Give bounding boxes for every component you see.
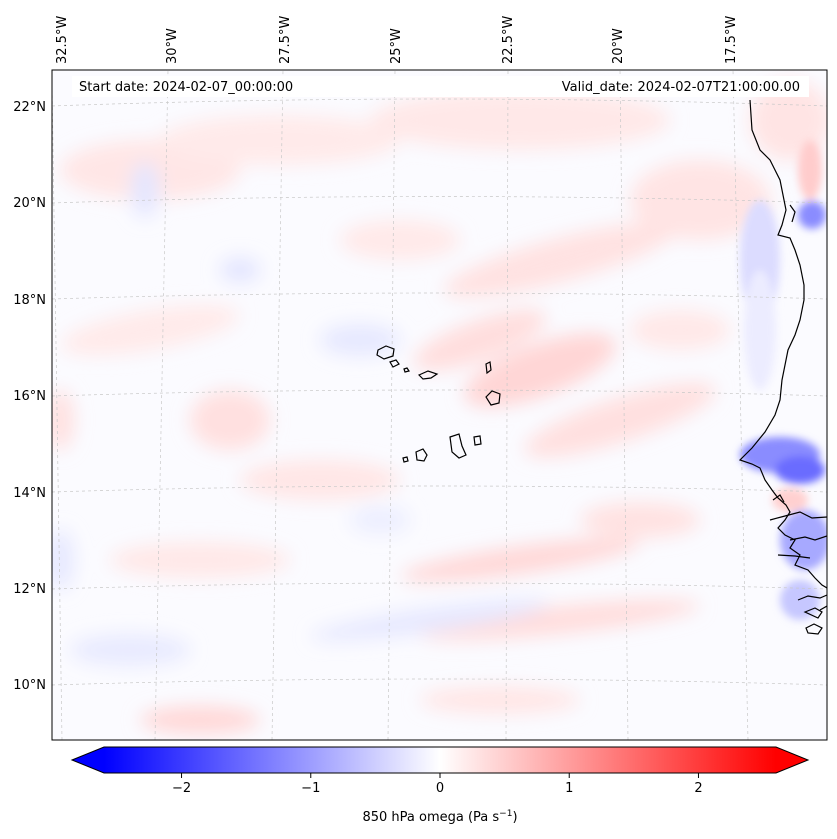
lat-label: 12°N: [13, 582, 46, 597]
lon-label: 22.5°W: [501, 16, 516, 64]
african-coastline: [738, 99, 827, 635]
colorbar-tick-label: 1: [565, 781, 573, 796]
colorbar-label-end: ): [512, 810, 517, 825]
coastal-ascent: [740, 140, 827, 620]
island-sao-vicente: [389, 359, 400, 368]
colorbar-min-extend: [72, 747, 104, 773]
colorbar-gradient: [104, 747, 776, 773]
map-frame: [51, 69, 828, 741]
lon-label: 25°W: [389, 28, 404, 64]
island-boa-vista: [485, 390, 501, 406]
colorbar-outline: [70, 746, 810, 774]
colorbar-ticks: −2 −1 0 1 2: [172, 773, 703, 796]
lat-label: 10°N: [13, 678, 46, 693]
island-maio: [473, 435, 482, 446]
island-santiago: [449, 433, 467, 459]
cape-verde-islands: [376, 345, 501, 463]
colorbar-tick-label: 2: [694, 781, 702, 796]
lat-label: 22°N: [13, 100, 46, 115]
lat-label: 18°N: [13, 293, 46, 308]
valid-date-label: Valid_date: 2024-02-07T21:00:00.00: [562, 80, 800, 95]
island-santa-luzia: [403, 367, 410, 373]
colorbar-max-extend: [776, 747, 808, 773]
lon-labels: 32.5°W 30°W 27.5°W 25°W 22.5°W 20°W 17.5…: [55, 16, 739, 64]
colorbar: −2 −1 0 1 2 850 hPa omega (Pa s−1): [70, 746, 810, 825]
lon-label: 32.5°W: [55, 16, 70, 64]
colorbar-tick-label: −1: [301, 781, 320, 796]
lon-label: 20°W: [611, 28, 626, 64]
lat-labels: 22°N 20°N 18°N 16°N 14°N 12°N 10°N: [13, 100, 46, 693]
island-sal: [485, 361, 492, 375]
omega-field: [52, 80, 827, 734]
colorbar-label-main: 850 hPa omega (Pa s: [362, 810, 499, 825]
island-fogo: [415, 448, 428, 462]
colorbar-label-sup: −1: [499, 809, 512, 819]
island-brava: [402, 456, 409, 463]
lon-label: 30°W: [165, 28, 180, 64]
header-box: [72, 76, 809, 97]
colorbar-label: 850 hPa omega (Pa s−1): [362, 809, 517, 825]
map-area: Start date: 2024-02-07_00:00:00 Valid_da…: [52, 70, 827, 740]
start-date-label: Start date: 2024-02-07_00:00:00: [79, 80, 293, 95]
gridlines: [52, 70, 827, 740]
lat-label: 14°N: [13, 486, 46, 501]
colorbar-tick-label: −2: [172, 781, 191, 796]
lat-label: 16°N: [13, 389, 46, 404]
colorbar-tick-label: 0: [436, 781, 444, 796]
lon-label: 27.5°W: [278, 16, 293, 64]
lat-label: 20°N: [13, 196, 46, 211]
lon-label: 17.5°W: [724, 16, 739, 64]
island-sao-nicolau: [417, 370, 439, 380]
island-santo-antao: [376, 345, 395, 360]
